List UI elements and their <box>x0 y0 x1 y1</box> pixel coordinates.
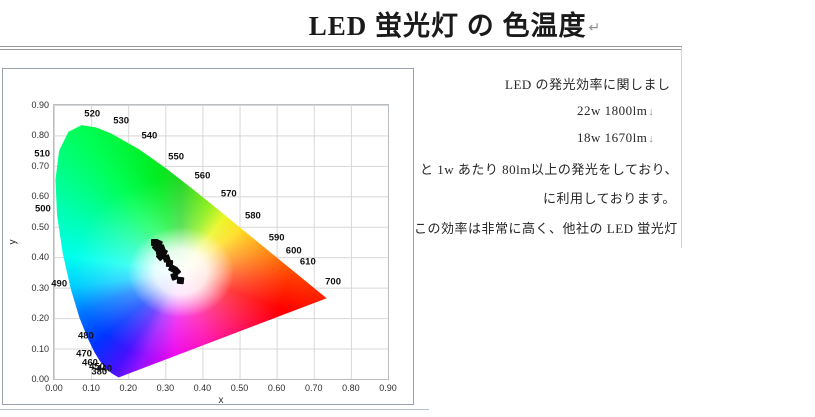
wavelength-label-600: 600 <box>285 245 302 257</box>
body-text: 22w 1800lm <box>577 103 648 118</box>
linebreak-mark-icon: ↓ <box>648 106 655 118</box>
y-axis-label: y <box>7 239 19 245</box>
body-text-line: と 1w あたり 80lm以上の発光をしており、 <box>420 159 678 178</box>
page-title-text: LED 蛍光灯 の 色温度 <box>308 11 587 41</box>
page-title: LED 蛍光灯 の 色温度 ↵ <box>95 4 815 43</box>
y-tick-0.60: 0.60 <box>31 191 49 202</box>
bottom-rule <box>0 409 429 410</box>
x-tick-0.90: 0.90 <box>379 383 397 393</box>
y-tick-0.30: 0.30 <box>31 282 49 293</box>
body-text: に利用しております。 <box>543 191 676 206</box>
y-tick-0.90: 0.90 <box>31 100 49 110</box>
wavelength-label-510: 510 <box>34 148 51 160</box>
wavelength-label-560: 560 <box>194 170 211 182</box>
wavelength-label-570: 570 <box>220 188 237 200</box>
x-tick-0.30: 0.30 <box>156 383 175 393</box>
y-tick-0.20: 0.20 <box>31 313 49 324</box>
wavelength-label-500: 500 <box>34 203 51 215</box>
y-tick-0.00: 0.00 <box>31 374 49 384</box>
body-text-line: 22w 1800lm↓ <box>577 103 654 119</box>
return-mark-icon: ↵ <box>588 21 602 37</box>
body-text: この効率は非常に高く、他社の LED 蛍光灯 <box>414 221 678 236</box>
wavelength-label-480: 480 <box>77 330 94 342</box>
body-text-line: 18w 1670lm↓ <box>577 130 654 146</box>
y-tick-0.40: 0.40 <box>31 252 49 263</box>
y-tick-0.50: 0.50 <box>31 221 49 232</box>
title-double-rule <box>0 46 682 50</box>
x-tick-0.80: 0.80 <box>342 383 360 393</box>
wavelength-label-460: 460 <box>82 357 98 369</box>
wavelength-label-450: 450 <box>89 361 105 373</box>
body-text-line: この効率は非常に高く、他社の LED 蛍光灯 <box>414 218 678 237</box>
wavelength-label-580: 580 <box>244 210 261 222</box>
wavelength-label-490: 490 <box>51 278 68 290</box>
body-text-line: LED の発光効率に関しまし <box>505 74 671 93</box>
x-tick-0.10: 0.10 <box>82 383 100 393</box>
y-tick-0.10: 0.10 <box>31 343 49 354</box>
cie-diagram <box>55 125 327 378</box>
body-text: と 1w あたり 80lm以上の発光をしており、 <box>420 162 679 177</box>
wavelength-label-610: 610 <box>299 256 316 268</box>
x-tick-0.50: 0.50 <box>230 383 249 393</box>
x-tick-0.40: 0.40 <box>193 383 212 393</box>
wavelength-label-700: 700 <box>325 276 341 288</box>
wavelength-label-550: 550 <box>168 151 185 163</box>
wavelength-label-380: 380 <box>91 366 108 378</box>
y-tick-0.80: 0.80 <box>31 130 49 141</box>
body-text-line: に利用しております。 <box>543 188 676 207</box>
wavelength-label-470: 470 <box>76 348 92 360</box>
wavelength-label-520: 520 <box>84 108 101 120</box>
led-sample-point <box>177 276 185 284</box>
plot-area: 520 530 540 550 560 570 580 590 600 610 700 510 500 4… <box>8 100 397 406</box>
x-tick-0.70: 0.70 <box>305 383 323 393</box>
wavelength-label-590: 590 <box>268 232 285 244</box>
wavelength-label-530: 530 <box>113 115 130 127</box>
x-axis-label: x <box>218 395 224 406</box>
x-tick-0.60: 0.60 <box>267 383 286 393</box>
linebreak-mark-icon: ↓ <box>648 133 655 145</box>
wavelength-label-540: 540 <box>141 130 158 142</box>
x-tick-0.20: 0.20 <box>119 383 137 393</box>
x-tick-0.00: 0.00 <box>45 383 63 393</box>
body-text: 18w 1670lm <box>577 130 648 145</box>
table-cell-border <box>681 47 682 248</box>
body-text: LED の発光効率に関しまし <box>505 77 671 92</box>
wavelength-label-440: 440 <box>96 363 113 375</box>
y-tick-0.70: 0.70 <box>31 160 49 171</box>
chromaticity-chart-panel: 520 530 540 550 560 570 580 590 600 610 700 510 500 4… <box>2 68 414 406</box>
